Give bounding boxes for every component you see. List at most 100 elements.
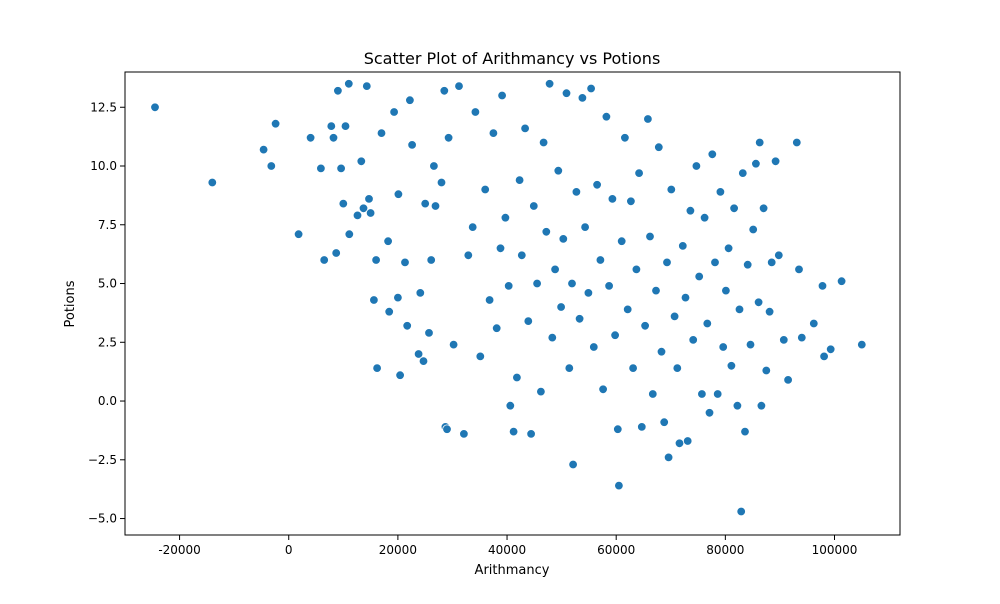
scatter-point [331, 248, 341, 258]
scatter-point [504, 281, 514, 291]
scatter-point [207, 177, 218, 188]
scatter-point [574, 314, 585, 324]
scatter-point [794, 264, 804, 275]
y-tick-label: 2.5 [98, 335, 117, 349]
scatter-point [344, 229, 355, 239]
scatter-point [745, 339, 756, 350]
scatter-point [340, 121, 351, 131]
scatter-point [610, 330, 620, 340]
points-layer [150, 79, 867, 517]
x-tick-label: 40000 [488, 543, 526, 557]
scatter-point [685, 205, 696, 216]
x-axis: -20000 0 20000 40000 60000 80000 100000 [158, 535, 857, 557]
scatter-point [512, 372, 522, 383]
scatter-point [389, 107, 399, 117]
scatter-point [718, 342, 728, 352]
y-tick-label: 10.0 [90, 159, 117, 173]
scatter-point [526, 429, 536, 439]
scatter-point [729, 203, 739, 214]
scatter-point [702, 318, 713, 329]
x-tick-label: -20000 [158, 543, 201, 557]
scatter-point [369, 295, 379, 305]
scatter-point [613, 424, 623, 434]
scatter-point [319, 255, 329, 265]
scatter-point [736, 506, 746, 517]
scatter-point [436, 177, 447, 188]
scatter-point [459, 429, 469, 439]
scatter-point [770, 156, 781, 167]
scatter-point [553, 165, 564, 176]
scatter-point [826, 344, 836, 355]
scatter-point [783, 375, 793, 385]
plot-frame [124, 71, 901, 536]
scatter-point [475, 351, 486, 362]
scatter-point [508, 426, 519, 437]
scatter-point [532, 278, 542, 289]
scatter-point [756, 401, 767, 411]
scatter-point [443, 133, 454, 143]
scatter-point [492, 323, 502, 333]
scatter-point [607, 194, 618, 204]
x-tick-label: 60000 [597, 543, 635, 557]
scatter-point [362, 81, 372, 91]
scatter-point [484, 295, 495, 305]
scatter-point [634, 168, 644, 178]
scatter-point [470, 107, 481, 117]
scatter-point [626, 196, 636, 207]
scatter-point [517, 250, 527, 261]
scatter-point [601, 111, 612, 122]
scatter-point [707, 149, 718, 160]
scatter-point [598, 384, 608, 395]
scatter-point [817, 281, 828, 291]
scatter-point [488, 128, 499, 138]
scatter-point [426, 255, 436, 265]
scatter-point [678, 241, 688, 251]
scatter-point [764, 307, 775, 317]
scatter-point [336, 163, 346, 174]
scatter-point [365, 208, 376, 218]
scatter-point [558, 234, 569, 244]
scatter-point [468, 222, 478, 232]
scatter-point [270, 118, 281, 129]
scatter-point [640, 321, 650, 331]
scatter-point [415, 288, 426, 298]
scatter-point [774, 250, 784, 261]
y-tick-label: 0.0 [98, 394, 117, 408]
scatter-point [688, 335, 698, 345]
scatter-point [666, 184, 677, 195]
scatter-point [520, 123, 530, 134]
scatter-point [500, 212, 511, 223]
scatter-point [420, 198, 430, 209]
scatter-point [372, 363, 382, 373]
y-tick-label: 7.5 [98, 218, 117, 232]
scatter-point [697, 389, 707, 399]
scatter-point [564, 363, 575, 373]
scatter-point [384, 307, 394, 317]
scatter-point [439, 86, 450, 96]
scatter-point [628, 363, 638, 373]
scatter-point [356, 156, 367, 167]
scatter-point [316, 163, 326, 174]
scatter-point [694, 271, 704, 282]
scatter-point [792, 137, 802, 148]
scatter-point [734, 304, 745, 315]
scatter-point [713, 389, 723, 399]
scatter-point [631, 264, 642, 275]
scatter-point [266, 161, 277, 171]
y-tick-label: 5.0 [98, 277, 117, 291]
scatter-point [568, 459, 578, 470]
scatter-point [571, 187, 582, 197]
scatter-point [586, 83, 596, 94]
scatter-point [637, 422, 647, 432]
scatter-point [429, 161, 439, 171]
scatter-point [767, 257, 777, 268]
scatter-point [669, 311, 680, 322]
chart-title: Scatter Plot of Arithmancy vs Potions [364, 49, 661, 68]
scatter-point [699, 212, 710, 223]
scatter-point [480, 184, 490, 195]
scatter-point [755, 137, 765, 148]
scatter-point [617, 236, 627, 246]
scatter-point [723, 243, 734, 254]
scatter-point [407, 140, 417, 150]
